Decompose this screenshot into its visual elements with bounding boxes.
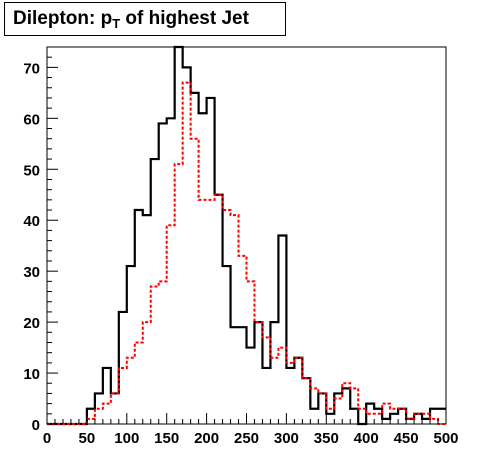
y-tick-label: 20 — [23, 315, 40, 332]
y-tick-label: 70 — [23, 60, 40, 77]
x-tick-label: 250 — [234, 430, 259, 447]
series-layer — [47, 45, 446, 426]
y-tick-label: 50 — [23, 162, 40, 179]
x-tick-label: 100 — [114, 430, 139, 447]
x-tick-label: 0 — [43, 430, 51, 447]
x-tick-label: 150 — [154, 430, 179, 447]
y-tick-label: 40 — [23, 213, 40, 230]
y-tick-label: 10 — [23, 366, 40, 383]
chart-title: Dilepton: pT of highest Jet — [4, 2, 286, 36]
x-tick-label: 400 — [354, 430, 379, 447]
x-tick-label: 300 — [274, 430, 299, 447]
x-tick-label: 200 — [194, 430, 219, 447]
y-tick-label: 30 — [23, 264, 40, 281]
series-dashed-red — [47, 81, 446, 425]
chart-title-main: Dilepton: p — [13, 8, 113, 29]
x-tick-label: 350 — [314, 430, 339, 447]
x-tick-label: 450 — [394, 430, 419, 447]
chart-title-rest: of highest Jet — [120, 8, 249, 29]
chart-title-subscript: T — [112, 16, 121, 31]
series-solid-black — [47, 45, 446, 426]
x-tick-label: 50 — [79, 430, 96, 447]
axis-layer: 0 50 100 150 200 250 300 350 400 450 500 0 10 20 30 40 5… — [23, 46, 459, 447]
x-tick-label: 500 — [433, 430, 458, 447]
y-tick-label: 0 — [32, 417, 40, 434]
y-tick-label: 60 — [23, 111, 40, 128]
